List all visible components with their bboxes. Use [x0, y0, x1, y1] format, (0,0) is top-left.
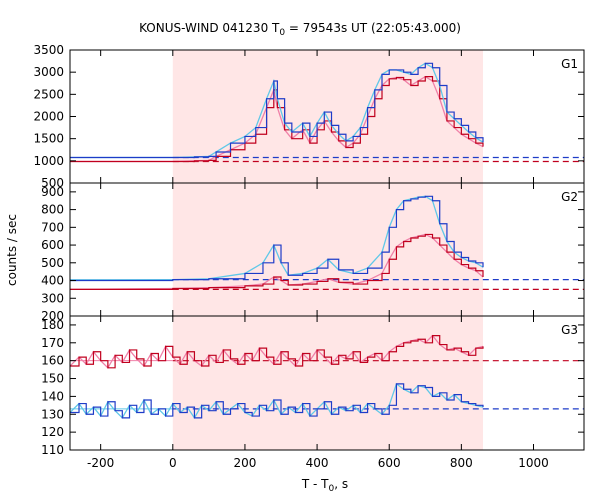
g3-series-red — [70, 335, 484, 369]
g2-ytick-label: 200 — [41, 309, 64, 323]
x-axis-label: T - T0, s — [301, 477, 348, 494]
g3-ytick-label: 120 — [41, 425, 64, 439]
frame-layer — [69, 49, 585, 451]
g2-panel-label: G2 — [561, 190, 578, 204]
g3-ytick-label: 150 — [41, 372, 64, 386]
x-axis-label-main: T - T — [301, 477, 329, 491]
g2-ytick-label: 700 — [41, 220, 64, 234]
x-tick-label: 800 — [450, 456, 473, 470]
g3-ytick-label: 160 — [41, 354, 64, 368]
g3-ytick-label: 180 — [41, 318, 64, 332]
g3-ytick-label: 130 — [41, 407, 64, 421]
g1-series-blue — [70, 62, 484, 159]
g2-series-red — [70, 233, 484, 290]
chart-title: KONUS-WIND 041230 T0 = 79543s UT (22:05:… — [139, 21, 461, 38]
x-tick-label: 600 — [378, 456, 401, 470]
g3-fit-blue — [69, 382, 484, 420]
g3-panel-label: G3 — [561, 323, 578, 337]
x-tick-label: 0 — [169, 456, 177, 470]
g3-fit-red — [69, 334, 484, 369]
g2-ytick-label: 800 — [41, 203, 64, 217]
x-tick-label: 1000 — [518, 456, 549, 470]
grid-layer — [70, 156, 584, 410]
series-layer — [69, 62, 484, 420]
chart-title-rest: = 79543s UT (22:05:43.000) — [285, 21, 461, 35]
x-axis-label-sub: 0 — [329, 484, 335, 494]
g3-frame — [69, 315, 585, 451]
g1-ytick-label: 3000 — [33, 65, 64, 79]
g2-ytick-label: 400 — [41, 274, 64, 288]
g3-series-blue — [70, 383, 484, 419]
label-layer: 500100015002000250030003500G120030040050… — [33, 43, 578, 470]
g3-ytick-label: 140 — [41, 389, 64, 403]
y-axis-label: counts / sec — [5, 214, 19, 286]
g3-shaded-interval — [172, 316, 484, 450]
g3-ytick-label: 170 — [41, 336, 64, 350]
g1-ytick-label: 3500 — [33, 43, 64, 57]
chart-title-main: KONUS-WIND 041230 T — [139, 21, 280, 35]
g2-series-blue — [70, 195, 484, 282]
g1-ytick-label: 2000 — [33, 110, 64, 124]
g1-ytick-label: 2500 — [33, 87, 64, 101]
chart-title-sub: 0 — [279, 28, 285, 38]
x-axis-label-rest: , s — [334, 477, 348, 491]
g2-ytick-label: 900 — [41, 185, 64, 199]
g1-panel-label: G1 — [561, 57, 578, 71]
shade-layer — [172, 50, 484, 450]
g1-shaded-interval — [172, 50, 484, 183]
g2-ytick-label: 600 — [41, 238, 64, 252]
g1-series-red — [70, 76, 484, 163]
g2-ytick-label: 500 — [41, 256, 64, 270]
x-tick-label: 400 — [306, 456, 329, 470]
g2-ytick-label: 300 — [41, 291, 64, 305]
g3-ytick-label: 110 — [41, 443, 64, 457]
g1-ytick-label: 1000 — [33, 154, 64, 168]
g1-ytick-label: 1500 — [33, 132, 64, 146]
g2-shaded-interval — [172, 183, 484, 316]
g1-ytick-label: 500 — [41, 176, 64, 190]
x-tick-label: 200 — [233, 456, 256, 470]
x-tick-label: -200 — [87, 456, 114, 470]
